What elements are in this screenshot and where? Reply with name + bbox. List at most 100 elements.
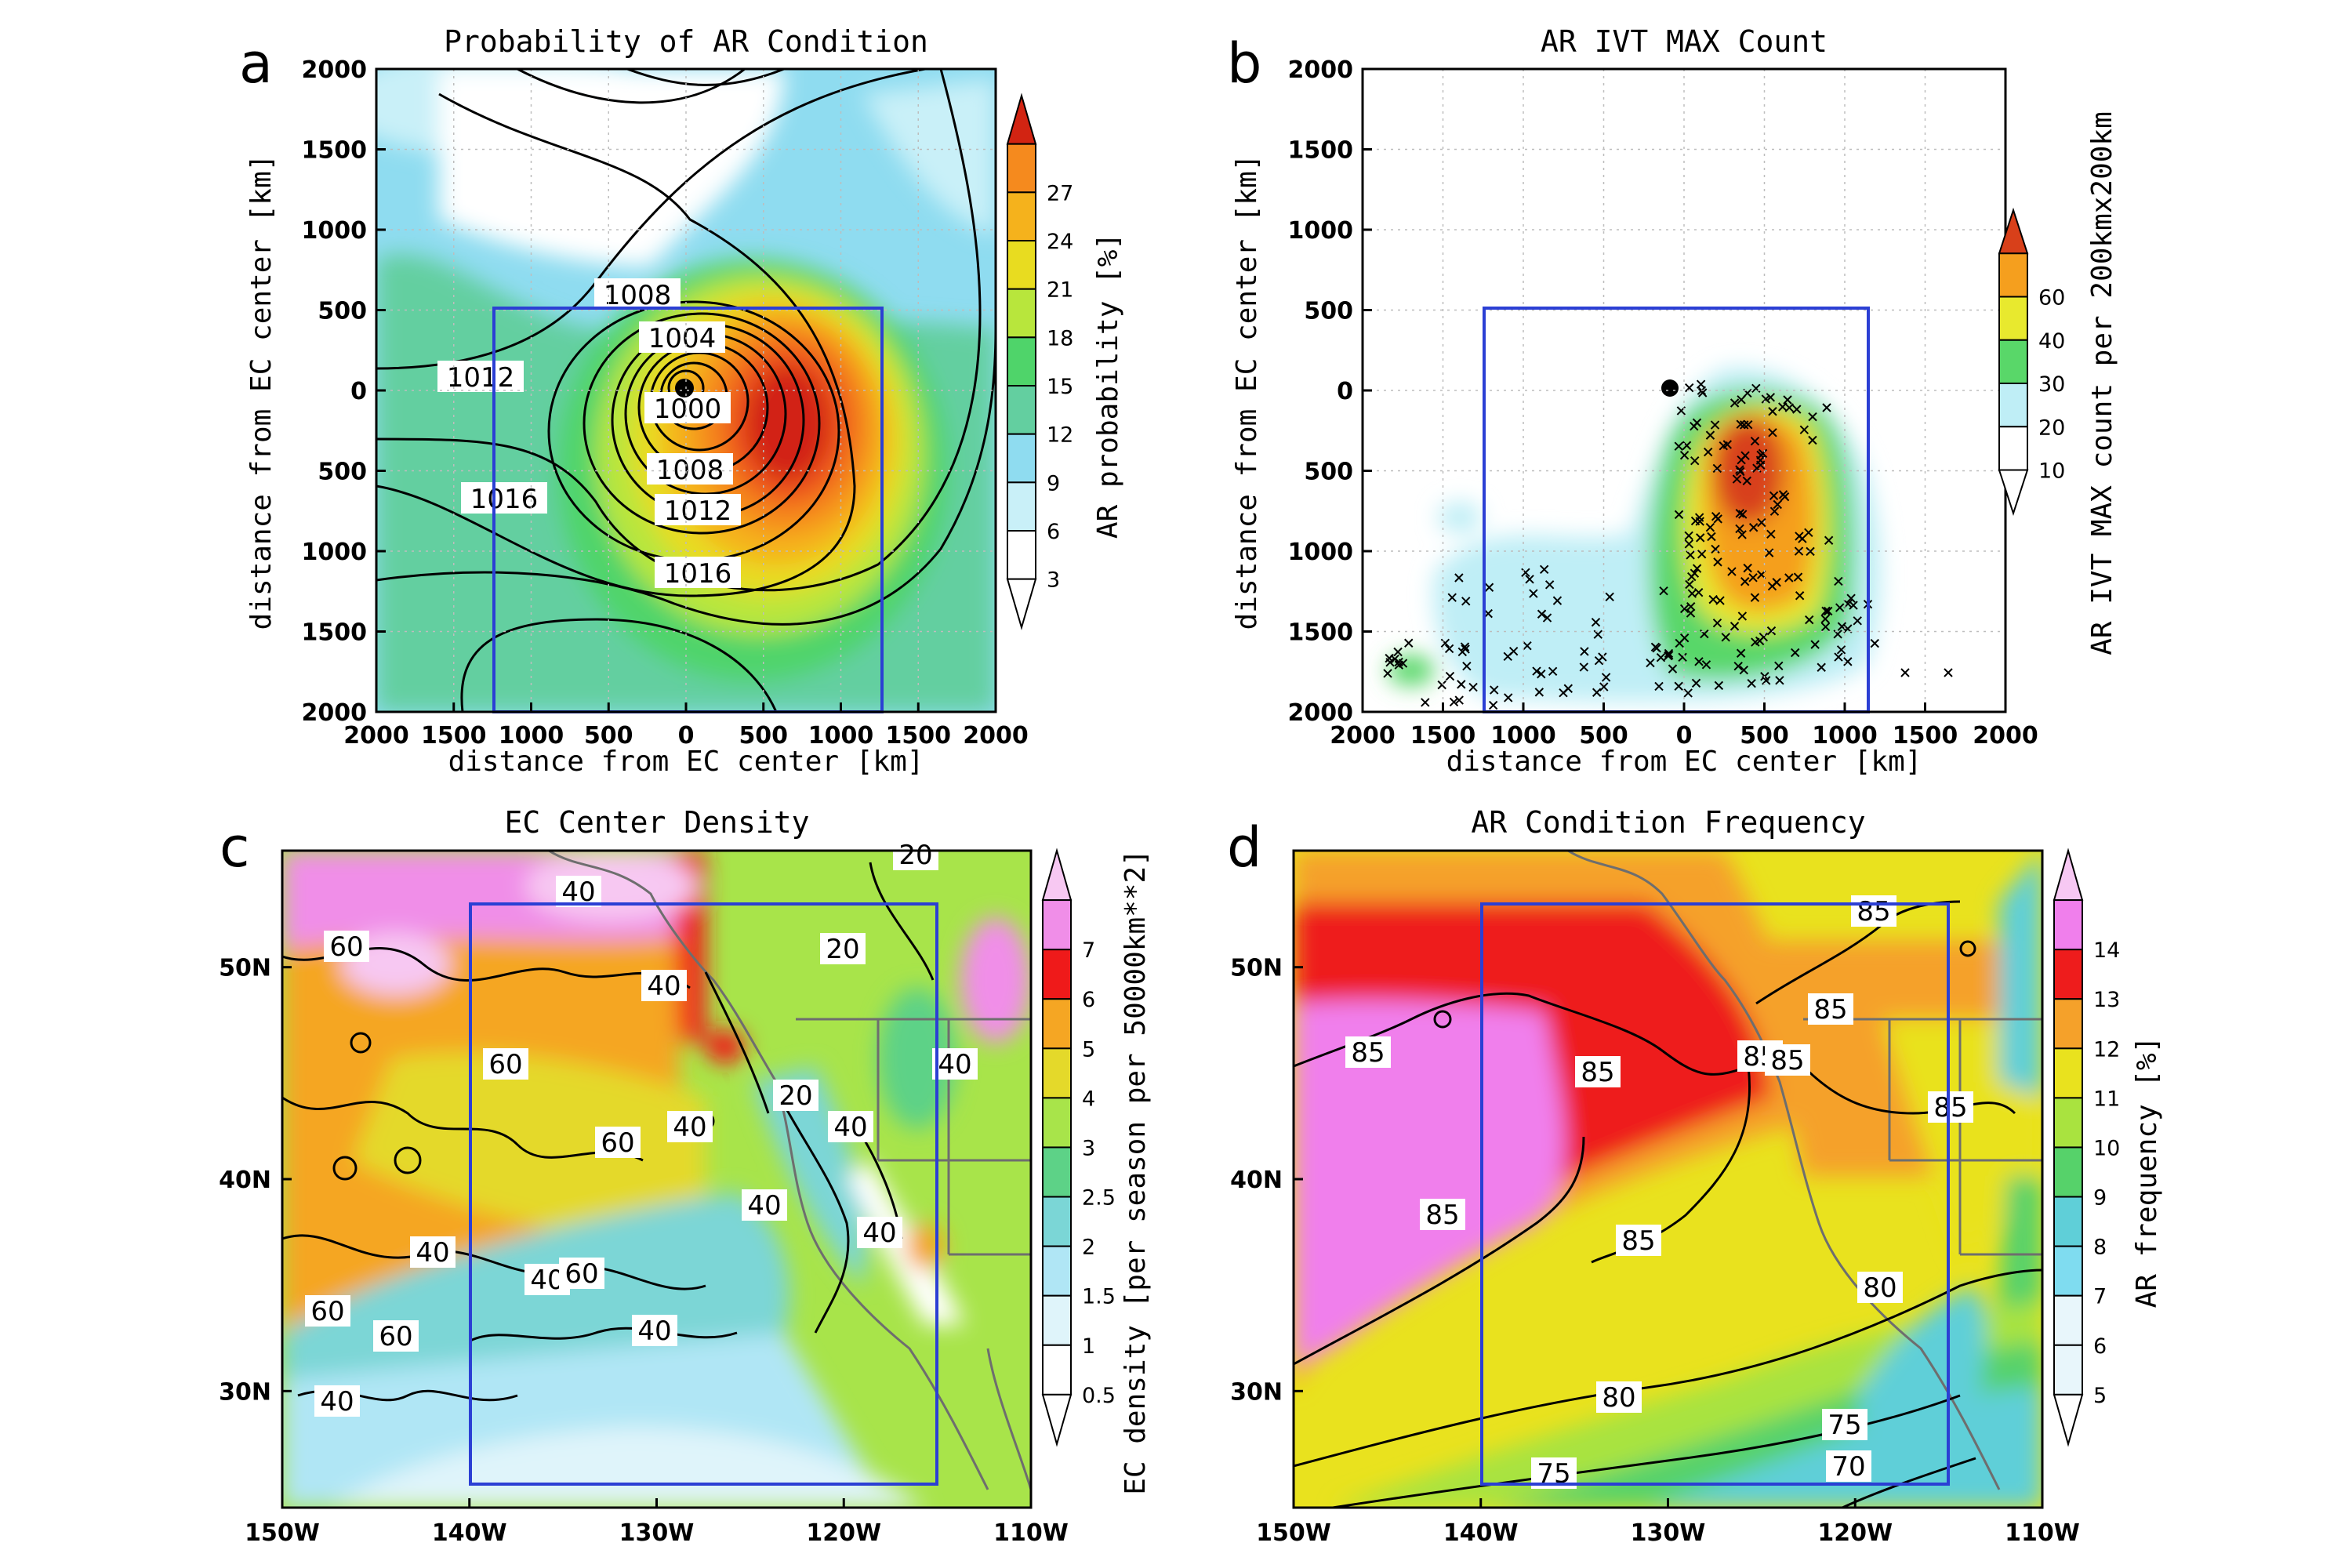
contour-label: 60 (488, 1049, 522, 1080)
ivt-max-marker (1393, 647, 1403, 657)
contour-label: 80 (1863, 1272, 1896, 1304)
ivt-max-marker (1739, 665, 1749, 675)
colorbar-swatch (2053, 1344, 2083, 1396)
colorbar-swatch (2053, 998, 2083, 1050)
y-tick-label: 2000 (1288, 56, 1354, 84)
ivt-max-marker (1820, 614, 1830, 624)
contour-label-bg (559, 1258, 604, 1289)
contour-label-bg (932, 1048, 978, 1080)
ivt-max-marker (1730, 622, 1740, 631)
ivt-max-marker (1694, 657, 1704, 666)
ivt-max-marker (1835, 603, 1845, 612)
coastline (1567, 851, 2042, 1490)
ivt-max-marker (1548, 666, 1558, 676)
colorbar-tick-label: 2.5 (1082, 1186, 1116, 1210)
contour-label: 85 (1770, 1045, 1804, 1076)
colorbar-tick-label: 27 (1047, 181, 1073, 205)
colorbar-swatch (1042, 899, 1072, 951)
ivt-max-marker (1833, 630, 1842, 639)
y-tick-label: 1500 (302, 137, 368, 165)
contour-label-bg (556, 876, 601, 907)
contour-label: 1008 (604, 280, 672, 311)
contour-label: 20 (826, 934, 859, 965)
colorbar-tick-label: 9 (2093, 1186, 2107, 1210)
ivt-max-marker (1668, 664, 1678, 673)
contour-label: 85 (1425, 1200, 1459, 1231)
ivt-max-marker (1795, 591, 1805, 601)
ivt-max-marker (1674, 510, 1684, 520)
panel-c: c EC Center Density (219, 805, 1152, 1547)
chart-title: EC Center Density (505, 805, 810, 840)
colorbar: 5 6 7 8 9 10 11 12 13 14 AR frequency [%] (2053, 848, 2163, 1447)
ivt-max-marker (1748, 523, 1759, 532)
panel-d: d AR Condition Frequency (1227, 805, 2163, 1547)
ivt-max-marker (1646, 658, 1655, 668)
ivt-max-marker (1944, 668, 1953, 677)
contour-label: 40 (747, 1190, 781, 1221)
ivt-max-marker (1592, 688, 1602, 697)
ivt-max-marker (1552, 596, 1563, 605)
ivt-max-marker (1735, 465, 1744, 474)
x-tick-label: 500 (1579, 722, 1628, 750)
x-tick-label: 110W (2005, 1519, 2080, 1547)
ivt-max-marker (1591, 618, 1601, 627)
ivt-max-marker (1756, 460, 1766, 470)
contour-label: 1000 (654, 394, 722, 425)
ivt-max-marker (1808, 435, 1817, 445)
ivt-max-marker (1599, 682, 1609, 691)
chart-title: Probability of AR Condition (444, 24, 928, 59)
contour-label: 60 (564, 1258, 598, 1290)
contour-label-bg (773, 1080, 818, 1111)
contour-label-bg (857, 1217, 902, 1248)
ivt-max-marker (1740, 577, 1750, 586)
ivt-max-marker (1778, 490, 1788, 499)
ivt-max-marker (1678, 652, 1687, 662)
x-tick-label: 1000 (499, 722, 564, 750)
x-axis: 150W 140W 130W 120W 110W (245, 1498, 1069, 1547)
contour-label: 40 (673, 1112, 706, 1143)
colorbar-tick-label: 2 (1082, 1236, 1095, 1260)
ivt-max-marker (1711, 544, 1720, 554)
colorbar-min-arrow (1006, 578, 1037, 630)
y-axis-label: distance from EC center [km] (1231, 154, 1263, 630)
y-tick-label: 500 (318, 298, 367, 325)
ivt-max-marker (1692, 418, 1702, 427)
colorbar-swatch (1042, 949, 1072, 1000)
ivt-max-marker (1710, 420, 1720, 430)
ivt-max-marker (1685, 579, 1694, 590)
x-tick-label: 2000 (963, 722, 1029, 750)
ivt-max-marker (1719, 441, 1728, 451)
ivt-max-marker (1686, 608, 1696, 618)
x-tick-label: 1000 (1490, 722, 1556, 750)
x-axis: 2000 1500 1000 500 0 500 1000 1500 2000 (343, 702, 1029, 750)
ivt-max-marker (1383, 669, 1392, 678)
ivt-max-marker (1696, 379, 1706, 389)
contour-label: 40 (938, 1049, 971, 1080)
contour-label-bg (1928, 1091, 1973, 1123)
ivt-max-marker (1742, 476, 1751, 486)
ivt-max-marker (1799, 425, 1809, 434)
panel-b: b AR IVT MAX Count 2000 1500 1000 500 0 500 10… (1227, 24, 2118, 778)
x-tick-label: 2000 (1973, 722, 2038, 750)
contour-label: 60 (601, 1127, 634, 1159)
colorbar-min-arrow (1041, 1393, 1073, 1447)
colorbar-tick-label: 4 (1082, 1087, 1095, 1111)
ivt-max-marker (1484, 583, 1494, 592)
colorbar-tick-label: 12 (2093, 1037, 2120, 1062)
x-tick-label: 500 (739, 722, 788, 750)
chart-title: AR IVT MAX Count (1541, 24, 1828, 59)
colorbar: 3 6 9 12 15 18 21 24 27 AR probability [%] (1006, 93, 1124, 630)
x-axis: 150W 140W 130W 120W 110W (1256, 1498, 2080, 1547)
y-axis: 2000 1500 1000 500 0 500 1000 1500 2000 (302, 56, 386, 727)
colorbar-swatch (1998, 252, 2028, 298)
ivt-max-marker (1715, 596, 1725, 605)
ivt-max-marker (1805, 615, 1814, 625)
ivt-max-marker (1738, 510, 1748, 519)
y-tick-label: 1500 (302, 619, 368, 647)
ivt-max-marker (1768, 407, 1777, 416)
colorbar-swatch (1007, 191, 1036, 241)
y-tick-label: 50N (1230, 955, 1283, 982)
contour-label-bg (1616, 1225, 1661, 1256)
ivt-max-marker (1454, 573, 1464, 583)
